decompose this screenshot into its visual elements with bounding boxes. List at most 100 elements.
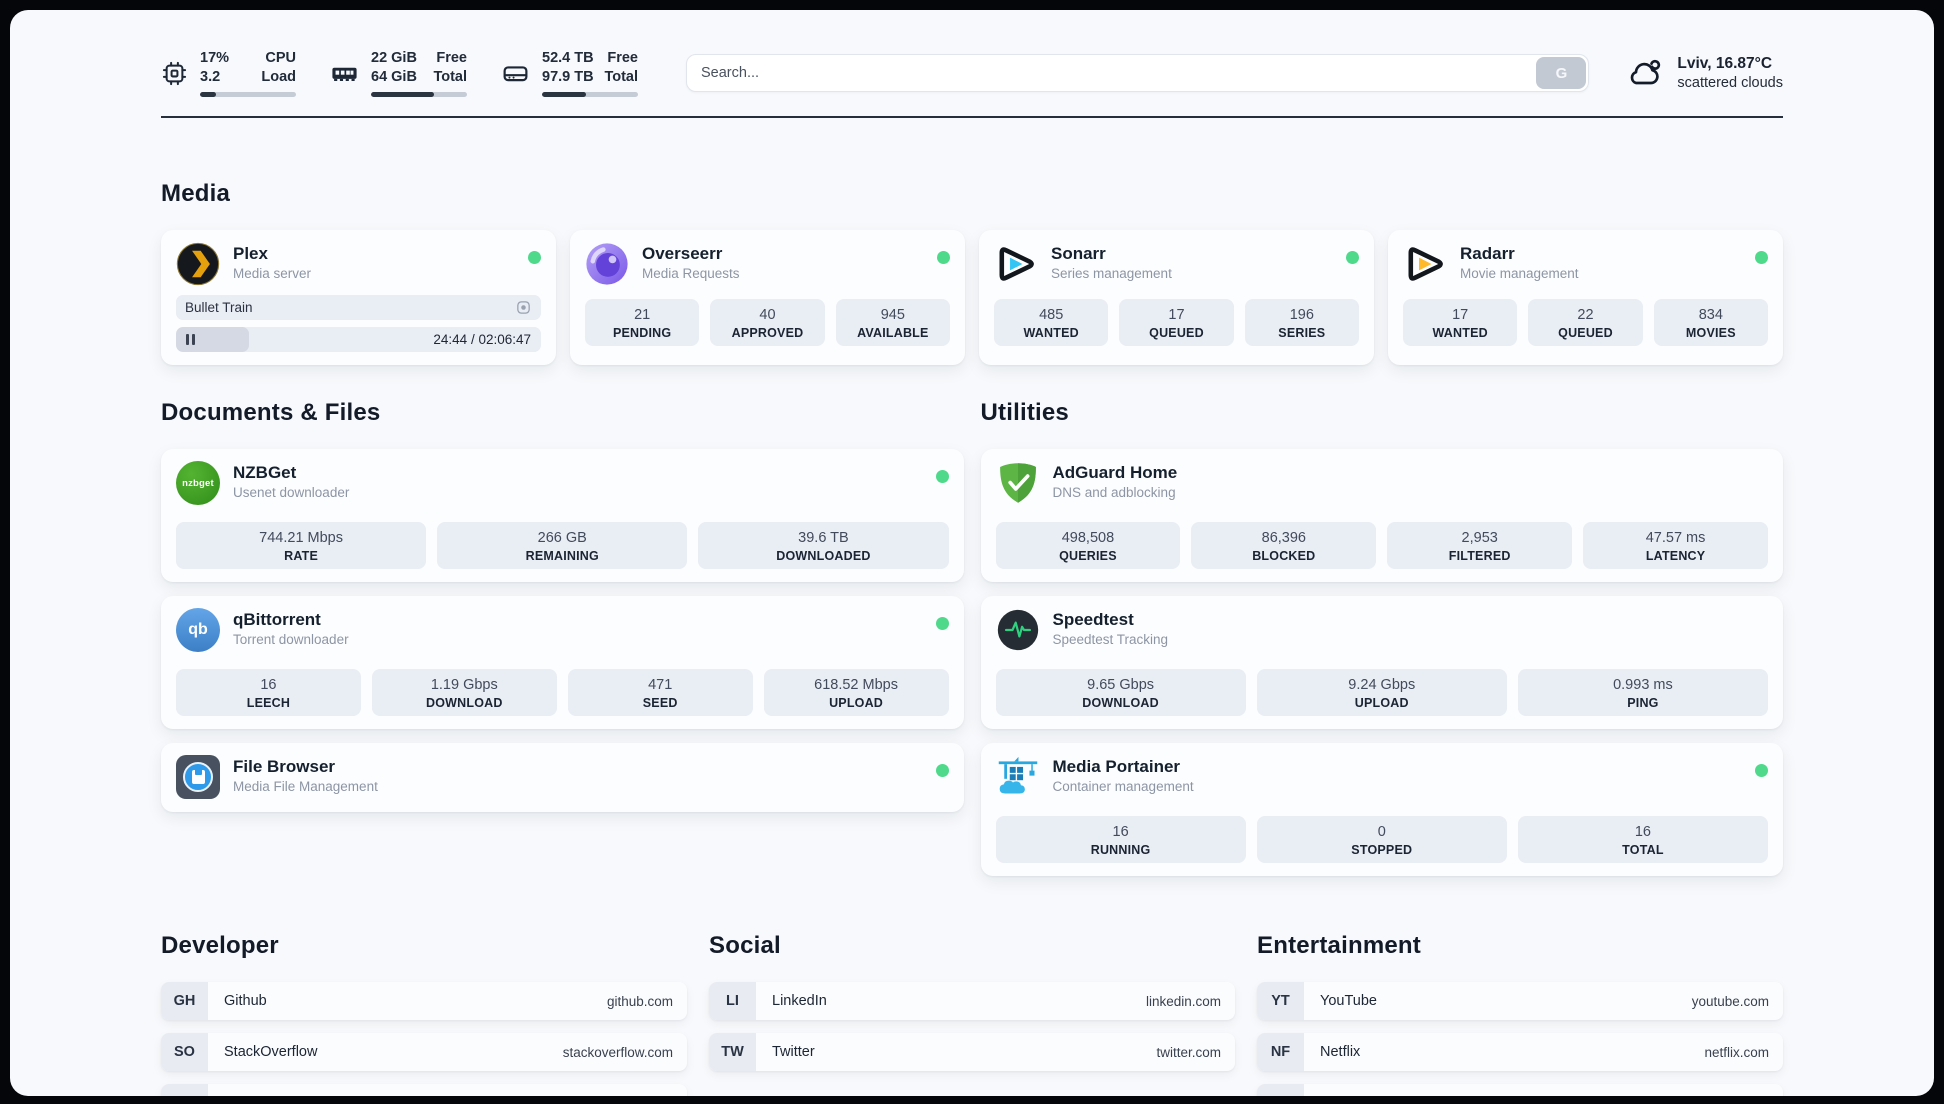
radarr-icon: [1408, 247, 1443, 281]
status-dot: [935, 764, 949, 777]
link-abbr: SO: [161, 1033, 208, 1071]
app-card-adguard[interactable]: AdGuard Home DNS and adblocking 498,508 …: [980, 449, 1783, 582]
disk-total-label: Total: [604, 69, 638, 85]
status-dot: [1755, 251, 1768, 264]
weather-widget: Lviv, 16.87°C scattered clouds: [1625, 53, 1783, 93]
stat-ping: 0.993 ms PING: [1517, 669, 1769, 716]
stat-queued: 17 QUEUED: [1119, 299, 1234, 346]
link-domain: youtube.com: [1691, 993, 1769, 1009]
link-abbr: YT: [1257, 982, 1304, 1020]
link-dev[interactable]: DT DEV dev.to: [161, 1084, 687, 1096]
link-domain: netflix.com: [1704, 1044, 1769, 1060]
stat-stopped: 0 STOPPED: [1256, 816, 1507, 863]
pause-icon[interactable]: [186, 334, 195, 345]
status-dot: [528, 251, 541, 264]
ram-total-value: 64 GiB: [371, 69, 417, 85]
link-name: Github: [224, 993, 267, 1009]
disk-progress-track: [542, 92, 638, 97]
section-title-documents: Documents & Files: [161, 399, 381, 426]
app-title: Sonarr: [1051, 244, 1106, 263]
overseerr-icon: [586, 243, 628, 285]
app-card-portainer[interactable]: Media Portainer Container management 16 …: [980, 743, 1783, 876]
bookmark-group-entertainment: Entertainment YT YouTube youtube.com NF …: [1257, 932, 1783, 1096]
adguard-icon: [999, 463, 1036, 503]
stat-approved: 40 APPROVED: [710, 299, 825, 346]
link-abbr: TW: [709, 1033, 756, 1071]
section-title-media: Media: [161, 180, 231, 207]
link-domain: github.com: [606, 993, 673, 1009]
stat-remaining: 266 GB REMAINING: [437, 522, 688, 569]
link-twitter[interactable]: TW Twitter twitter.com: [709, 1033, 1235, 1071]
search-input[interactable]: [686, 54, 1590, 92]
app-subtitle: Media Requests: [642, 266, 740, 281]
section-title-entertainment: Entertainment: [1257, 932, 1421, 959]
nzbget-icon: nzbget: [176, 461, 220, 505]
app-subtitle: DNS and adblocking: [1052, 485, 1176, 500]
stat-total: 16 TOTAL: [1517, 816, 1769, 863]
disk-widget: 52.4 TB 97.9 TB Free Total: [501, 49, 638, 97]
cloud-icon: [1631, 59, 1661, 85]
bookmark-group-social: Social LI LinkedIn linkedin.com TW Twitt…: [709, 932, 1235, 1096]
stat-wanted: 17 WANTED: [1403, 299, 1518, 346]
app-card-plex[interactable]: Plex Media server Bullet Train 24:44 / 0…: [161, 230, 556, 365]
stat-blocked: 86,396 BLOCKED: [1191, 522, 1377, 569]
ram-progress-track: [371, 92, 467, 97]
app-card-filebrowser[interactable]: File Browser Media File Management: [161, 743, 964, 812]
plex-icon: [176, 242, 220, 286]
app-card-nzbget[interactable]: nzbget NZBGet Usenet downloader 744.21 M…: [161, 449, 964, 582]
link-abbr: DT: [161, 1084, 208, 1096]
weather-location-temp: Lviv, 16.87°C: [1677, 55, 1773, 72]
app-subtitle: Media server: [233, 266, 312, 281]
section-title-developer: Developer: [161, 932, 279, 959]
ram-total-label: Total: [433, 69, 467, 85]
utilities-column: Utilities AdGuard Home DNS and adblockin…: [980, 399, 1783, 876]
cpu-progress-fill: [200, 92, 217, 97]
app-title: AdGuard Home: [1052, 463, 1178, 482]
sonarr-icon: [999, 247, 1034, 281]
disk-free-label: Free: [607, 50, 638, 66]
app-title: Overseerr: [642, 244, 723, 263]
speedtest-icon: [997, 609, 1038, 651]
ram-widget: 22 GiB 64 GiB Free Total: [330, 49, 467, 97]
link-netflix[interactable]: NF Netflix netflix.com: [1257, 1033, 1783, 1071]
link-name: LinkedIn: [772, 993, 827, 1009]
app-card-speedtest[interactable]: Speedtest Speedtest Tracking 9.65 Gbps D…: [980, 596, 1783, 729]
stat-seed: 471 SEED: [567, 669, 753, 716]
app-card-overseerr[interactable]: Overseerr Media Requests 21 PENDING 40 A…: [570, 230, 965, 365]
cpu-load-label: Load: [261, 69, 296, 85]
stat-download: 1.19 Gbps DOWNLOAD: [371, 669, 557, 716]
app-subtitle: Container management: [1052, 779, 1194, 794]
disk-total-value: 97.9 TB: [542, 69, 594, 85]
search-bar: G: [686, 54, 1590, 92]
app-title: Media Portainer: [1052, 757, 1181, 776]
app-subtitle: Speedtest Tracking: [1052, 632, 1169, 647]
section-title-social: Social: [709, 932, 781, 959]
playback-time: 24:44 / 02:06:47: [433, 332, 531, 347]
app-card-radarr[interactable]: Radarr Movie management 17 WANTED 22 QUE…: [1388, 230, 1783, 365]
app-card-qbittorrent[interactable]: qb qBittorrent Torrent downloader 16 LEE…: [161, 596, 964, 729]
link-youtube[interactable]: YT YouTube youtube.com: [1257, 982, 1783, 1020]
media-grid: Plex Media server Bullet Train 24:44 / 0…: [161, 230, 1783, 365]
header-divider: [161, 116, 1783, 118]
app-title: File Browser: [233, 757, 336, 776]
disk-free-value: 52.4 TB: [542, 50, 594, 66]
link-stackoverflow[interactable]: SO StackOverflow stackoverflow.com: [161, 1033, 687, 1071]
app-title: qBittorrent: [233, 610, 321, 629]
search-engine-button[interactable]: G: [1536, 57, 1587, 89]
link-linkedin[interactable]: LI LinkedIn linkedin.com: [709, 982, 1235, 1020]
app-card-sonarr[interactable]: Sonarr Series management 485 WANTED 17 Q…: [979, 230, 1374, 365]
app-subtitle: Media File Management: [233, 779, 378, 794]
cpu-icon: [162, 61, 187, 85]
link-abbr: NF: [1257, 1033, 1304, 1071]
stat-queries: 498,508 QUERIES: [995, 522, 1181, 569]
session-icon[interactable]: [515, 299, 532, 316]
stat-wanted: 485 WANTED: [994, 299, 1109, 346]
status-dot: [937, 251, 950, 264]
stat-queued: 22 QUEUED: [1528, 299, 1643, 346]
link-domain: linkedin.com: [1145, 993, 1221, 1009]
link-github[interactable]: GH Github github.com: [161, 982, 687, 1020]
link-reddit[interactable]: RE Reddit reddit.com: [1257, 1084, 1783, 1096]
stat-download: 9.65 Gbps DOWNLOAD: [995, 669, 1246, 716]
portainer-icon: [998, 756, 1037, 794]
link-name: Twitter: [772, 1044, 815, 1060]
